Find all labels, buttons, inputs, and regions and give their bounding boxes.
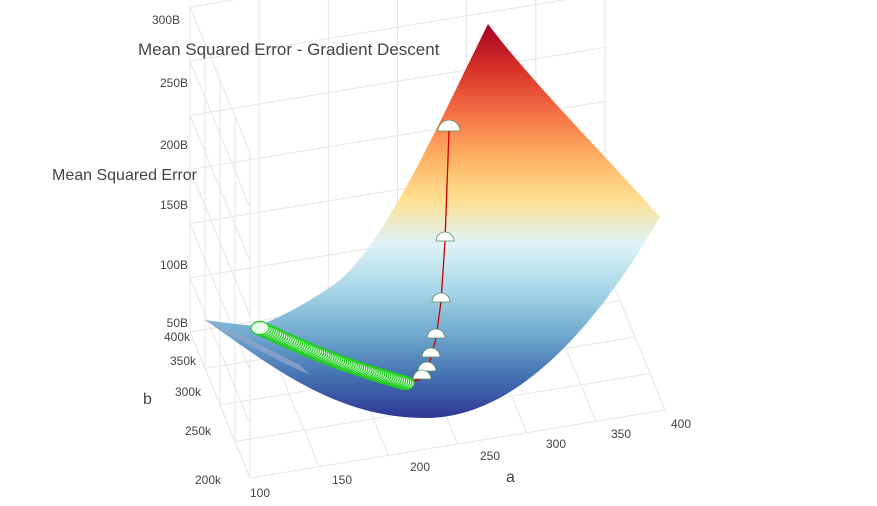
x-tick-label: 350 [611, 427, 631, 441]
z-tick-label: 100B [160, 258, 188, 272]
z-tick-label: 50B [167, 316, 188, 330]
descent-step-marker[interactable] [412, 369, 432, 380]
descent-step-marker[interactable] [421, 347, 441, 358]
x-tick-label: 200 [410, 460, 430, 474]
descent-marker[interactable] [250, 320, 270, 336]
axis-tick-labels: 50B 100B 150B 200B 250B 300B 100 150 200 250 300 35… [152, 13, 691, 500]
descent-step-marker[interactable] [417, 361, 437, 372]
y-tick-label: 250k [185, 424, 212, 438]
z-tick-label: 200B [160, 138, 188, 152]
z-axis-title: Mean Squared Error [52, 167, 198, 184]
x-tick-label: 100 [250, 486, 270, 500]
z-tick-label: 300B [152, 13, 180, 27]
y-tick-label: 350k [170, 354, 197, 368]
surface-patch[interactable] [205, 24, 660, 418]
descent-step-marker[interactable] [431, 292, 451, 303]
gradient-descent-path[interactable] [250, 119, 461, 391]
y-tick-label: 400k [164, 330, 191, 344]
x-axis-title: a [506, 469, 515, 486]
y-tick-label: 200k [195, 473, 222, 487]
x-tick-label: 250 [480, 449, 500, 463]
x-tick-label: 400 [671, 417, 691, 431]
x-tick-label: 150 [332, 473, 352, 487]
descent-step-marker[interactable] [437, 119, 461, 132]
surface-valley-shade [205, 320, 310, 375]
descent-step-marker[interactable] [426, 328, 446, 339]
y-axis-title: b [143, 391, 152, 408]
z-tick-label: 250B [160, 76, 188, 90]
floor-grid-line-b [249, 409, 666, 479]
descent-step-marker[interactable] [435, 231, 455, 242]
chart-title: Mean Squared Error - Gradient Descent [138, 40, 440, 59]
x-tick-label: 300 [546, 437, 566, 451]
mse-surface[interactable] [205, 24, 660, 418]
y-tick-label: 300k [175, 385, 202, 399]
z-tick-label: 150B [160, 198, 188, 212]
